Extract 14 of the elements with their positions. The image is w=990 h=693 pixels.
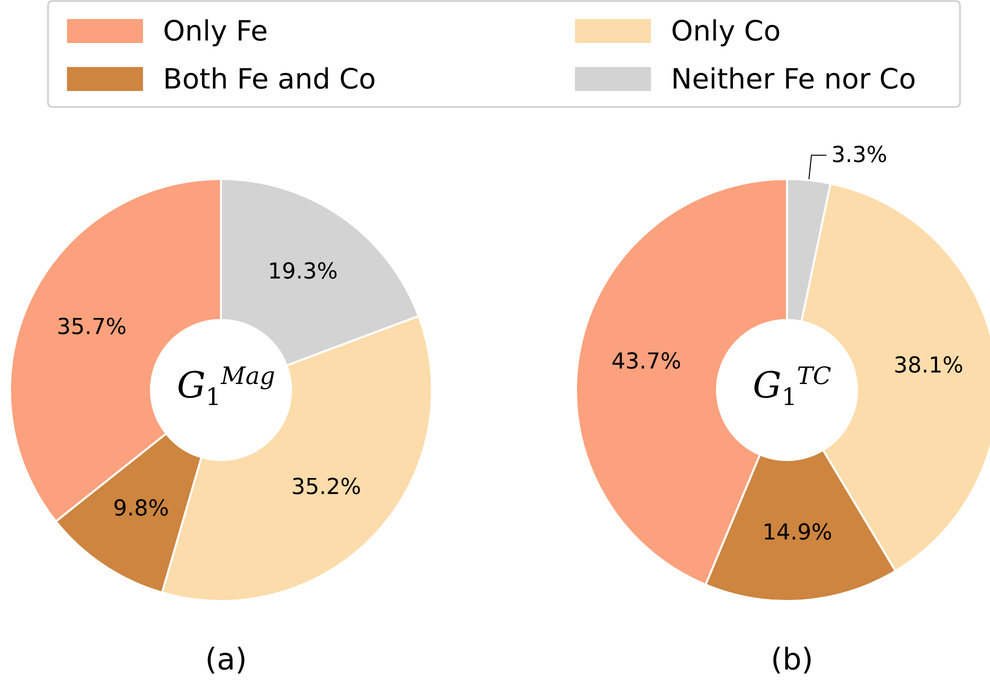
legend-label: Only Co xyxy=(671,14,781,48)
data-label: 19.3% xyxy=(268,260,338,285)
text: (a) xyxy=(205,642,247,678)
data-label: 3.3% xyxy=(831,142,888,168)
data-label: 35.2% xyxy=(291,475,362,500)
data-label: 35.7% xyxy=(56,315,127,340)
legend-label: Neither Fe nor Co xyxy=(671,62,916,96)
text: (b) xyxy=(770,642,814,678)
data-label: 38.1% xyxy=(894,354,964,379)
data-label: 14.9% xyxy=(762,520,832,546)
legend-label: Both Fe and Co xyxy=(163,62,376,96)
data-label: 9.8% xyxy=(113,496,170,522)
data-label: 43.7% xyxy=(611,349,682,374)
legend-label: Only Fe xyxy=(163,14,268,48)
